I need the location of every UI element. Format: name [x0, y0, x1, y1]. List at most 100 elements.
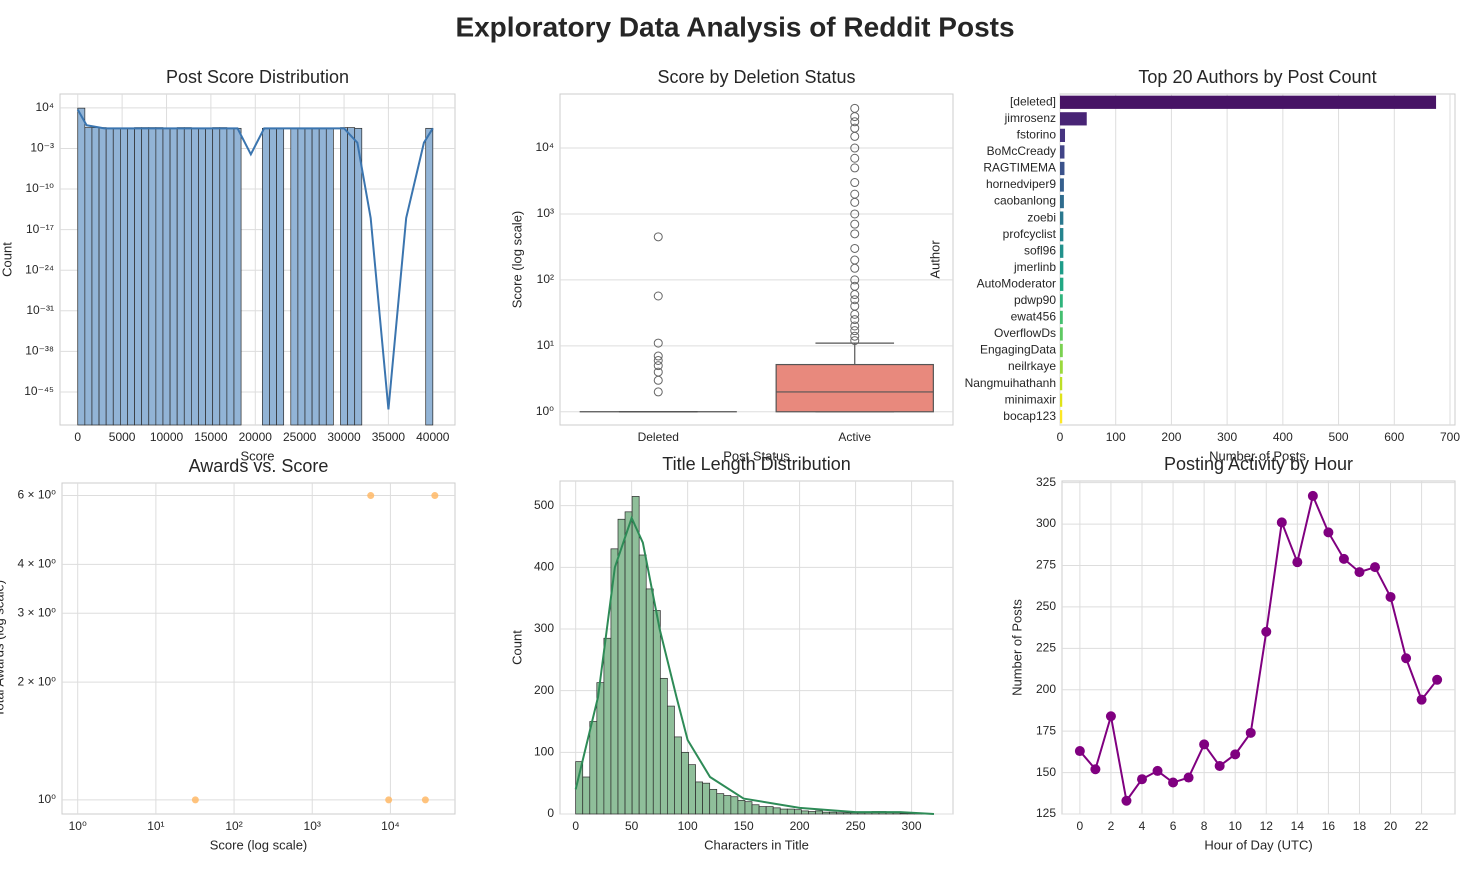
plot-area	[1059, 93, 1456, 426]
outlier	[850, 331, 860, 341]
y-tick-label: 400	[534, 560, 554, 574]
bar	[1060, 178, 1064, 192]
histogram-bar	[723, 795, 732, 815]
histogram-bar	[702, 782, 711, 815]
histogram-bar	[667, 705, 675, 815]
histogram-bar	[191, 127, 199, 426]
marker	[1292, 557, 1303, 568]
point	[431, 492, 439, 500]
x-tick-label: 300	[902, 819, 922, 833]
outlier	[653, 367, 663, 377]
y-tick-label: 10⁻³⁸	[25, 344, 54, 358]
y-tick-label: 300	[1036, 516, 1056, 530]
outlier	[653, 387, 663, 397]
bar	[1060, 145, 1065, 159]
y-tick-label: RAGTIMEMA	[983, 161, 1056, 175]
histogram-bar	[354, 127, 363, 426]
y-tick-label: Nangmuihathanh	[965, 376, 1056, 390]
bar	[1060, 393, 1063, 407]
histogram-bar	[304, 127, 313, 426]
bar	[1060, 343, 1063, 358]
outlier	[653, 355, 663, 365]
y-axis-label: Count	[0, 242, 14, 277]
histogram-bar	[425, 127, 434, 426]
bar	[1060, 277, 1064, 291]
x-tick-label: 500	[1329, 430, 1349, 444]
marker	[1074, 746, 1085, 757]
bar	[1060, 261, 1064, 275]
marker	[1230, 749, 1241, 760]
y-tick-label: ewat456	[1011, 310, 1057, 324]
y-tick-label: 2 × 10⁰	[17, 674, 56, 688]
histogram-bar	[681, 751, 689, 815]
x-tick-label: 150	[734, 819, 754, 833]
bar	[1060, 211, 1064, 225]
y-tick-label: 10⁰	[536, 404, 554, 418]
x-tick-label: 300	[1217, 430, 1237, 444]
x-tick-label: 10¹	[147, 819, 164, 833]
histogram-bar	[631, 496, 640, 815]
x-tick-label: 5000	[109, 430, 136, 444]
x-tick-label: 400	[1273, 430, 1293, 444]
point	[367, 492, 375, 500]
y-tick-label: 10⁻¹⁰	[26, 181, 55, 195]
x-tick-label: 18	[1353, 819, 1367, 833]
outlier	[850, 315, 860, 325]
histogram-bar	[84, 127, 93, 426]
marker	[1168, 777, 1179, 788]
figure-title: Exploratory Data Analysis of Reddit Post…	[455, 11, 1014, 42]
x-tick-label: 6	[1170, 819, 1177, 833]
outlier	[653, 291, 663, 301]
marker	[1105, 711, 1116, 722]
y-tick-label: 10⁻⁴⁵	[24, 384, 54, 398]
y-tick-label: 4 × 10⁰	[17, 557, 56, 571]
outlier	[850, 123, 860, 133]
bar	[1060, 327, 1063, 341]
y-tick-label: 10²	[537, 272, 554, 286]
outlier	[850, 143, 860, 153]
point	[191, 796, 199, 804]
y-tick-label: 300	[534, 621, 554, 635]
chart-title: Posting Activity by Hour	[1164, 454, 1353, 474]
bar	[1060, 161, 1065, 176]
histogram-bar	[652, 610, 661, 815]
outlier	[850, 219, 860, 229]
x-tick-label: 10000	[150, 430, 184, 444]
y-tick-label: 10⁻³¹	[26, 303, 54, 317]
outlier	[850, 255, 860, 265]
outlier	[850, 153, 860, 163]
marker	[1261, 626, 1272, 637]
y-tick-label: neilrkaye	[1008, 359, 1056, 373]
x-tick-label: Active	[838, 430, 871, 444]
histogram-bar	[624, 511, 633, 815]
y-tick-label: pdwp90	[1014, 293, 1056, 307]
marker	[1090, 764, 1101, 775]
y-tick-label: 10⁻³	[30, 141, 54, 155]
marker	[1245, 727, 1256, 738]
histogram-bar	[169, 127, 178, 426]
outlier	[850, 189, 860, 199]
marker	[1307, 490, 1318, 501]
y-tick-label: 325	[1036, 475, 1056, 489]
bar	[1060, 228, 1064, 242]
y-tick-label: 3 × 10⁰	[17, 605, 56, 619]
x-tick-label: 40000	[416, 430, 450, 444]
marker	[1416, 694, 1427, 705]
histogram-bar	[779, 808, 788, 815]
histogram-bar	[226, 127, 235, 426]
y-tick-label: caobanlong	[994, 194, 1056, 208]
histogram-bar	[737, 800, 746, 815]
histogram-bar	[233, 127, 242, 426]
histogram-bar	[709, 788, 718, 815]
y-tick-label: AutoModerator	[977, 276, 1056, 290]
marker	[1276, 517, 1287, 528]
histogram-bar	[674, 736, 682, 815]
y-tick-label: 10⁻²⁴	[25, 262, 54, 276]
outlier	[850, 178, 860, 188]
marker	[1385, 591, 1396, 602]
y-tick-label: EngagingData	[980, 343, 1056, 357]
x-axis-label: Score (log scale)	[210, 837, 308, 852]
histogram-bar	[765, 806, 774, 815]
x-tick-label: 16	[1322, 819, 1336, 833]
x-tick-label: 20	[1384, 819, 1398, 833]
